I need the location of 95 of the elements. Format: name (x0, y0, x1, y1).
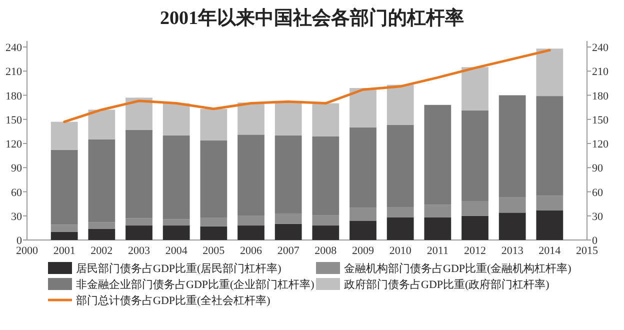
bar (50, 122, 78, 150)
bar (312, 103, 340, 136)
x-tick-label: 2011 (426, 245, 448, 257)
x-tick-label: 2014 (538, 245, 562, 257)
bar (238, 226, 264, 240)
y-tick-label: 120 (6, 138, 22, 150)
y2-tick-label: 150 (592, 114, 609, 126)
legend-label: 居民部门债务占GDP比重(居民部门杠杆率) (76, 262, 282, 275)
bar (386, 217, 414, 240)
bar (88, 139, 116, 222)
y-tick-label: 240 (6, 42, 22, 54)
x-tick-label: 2003 (128, 245, 150, 257)
bar (462, 67, 488, 111)
y2-tick-label: 90 (592, 162, 604, 175)
legend-label: 部门总计债务占GDP比重(全社会杠杆率) (76, 294, 271, 307)
x-tick-label: 2013 (501, 245, 524, 257)
bar (350, 127, 376, 208)
bar (536, 96, 564, 196)
bar (462, 201, 488, 216)
y-tick-label: 90 (11, 162, 22, 175)
bar (200, 217, 228, 226)
bar (386, 84, 414, 126)
x-tick-label: 2010 (389, 245, 412, 257)
bar (126, 226, 152, 240)
bar (200, 108, 228, 140)
bar (238, 102, 264, 135)
x-tick-label: 2006 (240, 245, 262, 257)
y2-tick-label: 180 (592, 90, 609, 102)
y-tick-label: 60 (11, 186, 22, 199)
bar (238, 134, 264, 216)
bar (498, 197, 526, 213)
bar (536, 48, 564, 96)
y2-tick-label: 210 (592, 66, 609, 78)
y-tick-label: 0 (16, 235, 22, 247)
bar (424, 104, 452, 205)
x-tick-label: 2009 (352, 245, 374, 257)
bar (498, 212, 526, 240)
bar (200, 226, 228, 240)
bar (88, 222, 116, 229)
bar (424, 204, 452, 218)
y-tick-label: 180 (6, 90, 22, 102)
bar (462, 110, 488, 202)
bar (50, 224, 78, 232)
bar (498, 95, 526, 198)
x-tick-label: 2012 (464, 245, 486, 257)
bar (386, 207, 414, 218)
bar (312, 226, 340, 240)
x-tick-label: 2000 (16, 245, 38, 257)
bar (126, 218, 152, 226)
y2-tick-label: 240 (592, 42, 609, 54)
x-tick-label: 2002 (90, 245, 113, 257)
bar (274, 135, 302, 214)
bar (350, 220, 376, 240)
bar (126, 98, 152, 130)
bar (126, 130, 152, 218)
x-tick-label: 2015 (576, 245, 598, 257)
legend-label: 金融机构部门债务占GDP比重(金融机构杠杆率) (344, 262, 572, 275)
chart-title: 2001年以来中国社会各部门的杠杆率 (160, 7, 464, 29)
bar (312, 215, 340, 226)
bar (274, 100, 302, 136)
bar (274, 213, 302, 224)
bar (238, 216, 264, 226)
bar (162, 135, 190, 220)
legend-label: 政府部门债务占GDP比重(政府部门杠杆率) (344, 278, 550, 291)
bar (536, 210, 564, 240)
y2-tick-label: 60 (592, 186, 604, 199)
x-tick-label: 2005 (202, 245, 226, 257)
bar (350, 208, 376, 221)
bar (536, 196, 564, 210)
y2-tick-label: 120 (592, 138, 609, 150)
bar (50, 232, 78, 240)
bar (162, 219, 190, 226)
line-series (63, 48, 551, 124)
bar (200, 140, 228, 218)
x-tick-label: 2001 (53, 245, 76, 257)
bar (162, 103, 190, 136)
y-tick-label: 150 (6, 114, 22, 126)
bar (50, 150, 78, 225)
y2-tick-label: 0 (592, 235, 598, 247)
x-tick-label: 2007 (277, 245, 300, 257)
y-tick-label: 30 (11, 210, 22, 223)
y-tick-label: 210 (6, 66, 22, 78)
bar (162, 226, 190, 240)
bar (274, 224, 302, 240)
bar (88, 228, 116, 240)
bar (88, 110, 116, 140)
x-tick-label: 2008 (314, 245, 338, 257)
legend-label: 非金融企业部门债务占GDP比重(企业部门杠杆率) (76, 278, 315, 291)
bar (386, 125, 414, 208)
bar (312, 136, 340, 216)
bar (350, 88, 376, 128)
x-tick-label: 2004 (165, 245, 188, 257)
y2-tick-label: 30 (592, 210, 604, 223)
bar (424, 217, 452, 240)
bar (462, 216, 488, 240)
